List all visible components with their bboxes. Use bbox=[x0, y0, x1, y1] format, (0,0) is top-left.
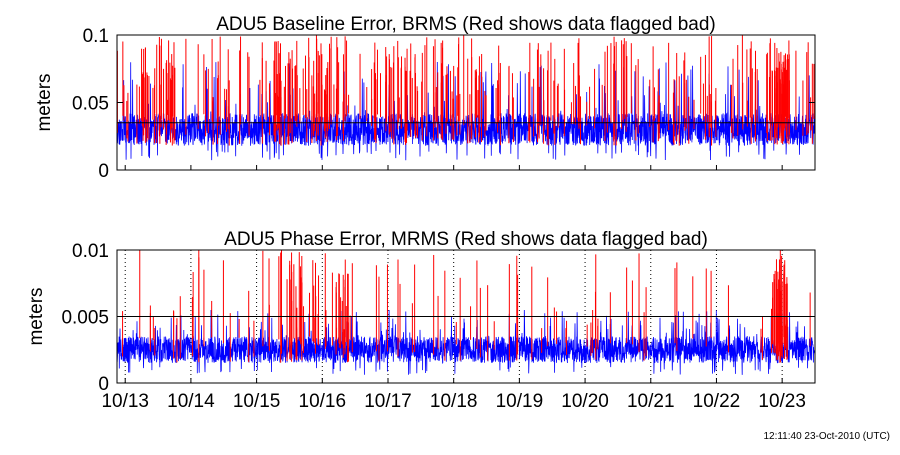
y-tick-label: 0.05 bbox=[72, 94, 109, 115]
y-axis-label: meters bbox=[34, 73, 55, 131]
x-tick-label: 10/20 bbox=[561, 391, 609, 412]
chart-panel-1: 0 0.05 0.1 ADU5 Baseline Error, BRMS (Red s… bbox=[34, 14, 816, 182]
y-tick-label: 0.1 bbox=[83, 26, 109, 47]
y-axis-label: meters bbox=[26, 287, 47, 345]
x-tick-label: 10/22 bbox=[693, 391, 741, 412]
x-tick-label: 10/18 bbox=[430, 391, 478, 412]
y-tick-label: 0.01 bbox=[72, 241, 109, 262]
y-tick-label: 0 bbox=[98, 161, 109, 182]
x-tick-label: 10/14 bbox=[167, 391, 215, 412]
x-tick-label: 10/17 bbox=[364, 391, 412, 412]
x-tick-label: 10/23 bbox=[758, 391, 806, 412]
y-tick-label: 0 bbox=[98, 374, 109, 395]
x-tick-label: 10/13 bbox=[101, 391, 149, 412]
series-good bbox=[116, 309, 816, 375]
x-tick-label: 10/19 bbox=[496, 391, 544, 412]
x-tick-label: 10/15 bbox=[233, 391, 281, 412]
y-tick-label: 0.005 bbox=[61, 308, 109, 329]
series-good bbox=[116, 61, 816, 161]
chart-title: ADU5 Baseline Error, BRMS (Red shows dat… bbox=[216, 14, 716, 35]
chart-panel-2: 0 0.005 0.01 10/13 10/14 10/15 10/16 10/17 10/18… bbox=[26, 229, 816, 412]
timestamp: 12:11:40 23-Oct-2010 (UTC) bbox=[763, 431, 890, 442]
series-flagged-bad bbox=[122, 250, 811, 363]
chart-title: ADU5 Phase Error, MRMS (Red shows data f… bbox=[224, 229, 708, 250]
x-tick-label: 10/16 bbox=[299, 391, 347, 412]
x-tick-label: 10/21 bbox=[627, 391, 675, 412]
